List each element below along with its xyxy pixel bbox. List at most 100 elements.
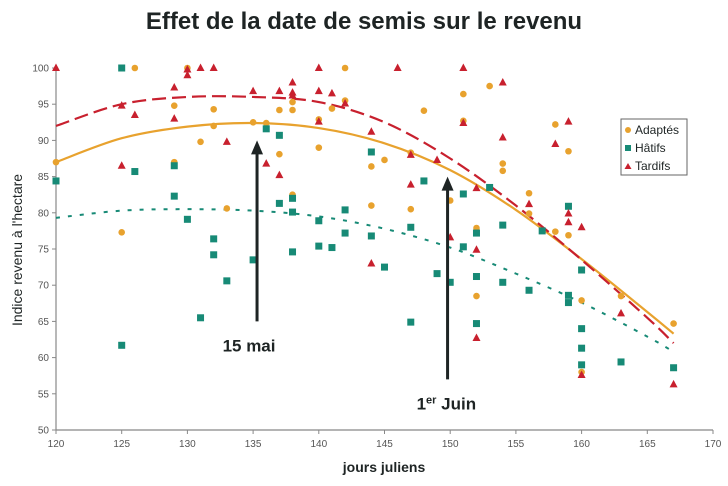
- point-hatifs: [472, 229, 480, 237]
- point-tardifs: [472, 183, 481, 192]
- point-hatifs: [407, 223, 415, 231]
- point-hatifs: [472, 320, 480, 328]
- point-hatifs: [499, 278, 507, 286]
- point-hatifs: [459, 190, 467, 198]
- point-tardifs: [577, 370, 586, 378]
- point-adaptes: [499, 160, 507, 167]
- y-tick-label: 80: [38, 208, 50, 219]
- x-tick-label: 145: [376, 439, 393, 450]
- point-hatifs: [341, 229, 349, 237]
- x-tick-label: 150: [442, 439, 459, 450]
- point-hatifs: [578, 344, 586, 352]
- point-hatifs: [289, 248, 297, 256]
- point-tardifs: [367, 258, 376, 267]
- point-adaptes: [223, 205, 231, 212]
- point-tardifs: [341, 98, 350, 107]
- point-tardifs: [472, 333, 481, 342]
- x-tick-label: 165: [639, 439, 656, 450]
- point-hatifs: [210, 251, 218, 259]
- y-tick-label: 95: [38, 100, 50, 111]
- point-adaptes: [525, 189, 533, 197]
- point-hatifs: [210, 235, 218, 243]
- point-tardifs: [262, 159, 271, 167]
- point-adaptes: [210, 122, 217, 130]
- point-adaptes: [565, 147, 572, 155]
- arrow-head-icon: [251, 140, 264, 155]
- point-hatifs: [564, 202, 572, 210]
- point-adaptes: [118, 229, 125, 236]
- point-adaptes: [486, 82, 493, 90]
- point-adaptes: [552, 121, 559, 128]
- point-tardifs: [117, 101, 126, 109]
- point-tardifs: [459, 63, 468, 71]
- annotation-15-mai: 15 mai: [223, 336, 276, 355]
- point-tardifs: [314, 63, 323, 71]
- point-tardifs: [459, 118, 468, 127]
- y-tick-label: 75: [38, 245, 50, 256]
- axes: 120 125 130 135 140 145 150 155 160 165 1705055606…: [32, 64, 721, 451]
- point-adaptes: [499, 167, 507, 175]
- point-adaptes: [276, 150, 283, 158]
- point-tardifs: [433, 155, 442, 163]
- point-adaptes: [249, 119, 257, 126]
- chart-title: Effet de la date de semis sur le revenu: [145, 8, 583, 35]
- annotation-superscript: er: [426, 394, 437, 406]
- annotations: 15 mai 1er Juin: [223, 140, 477, 413]
- point-tardifs: [564, 209, 573, 217]
- x-tick-label: 155: [508, 439, 525, 450]
- point-tardifs: [196, 63, 205, 71]
- point-tardifs: [406, 180, 415, 188]
- y-tick-label: 85: [38, 172, 50, 183]
- point-tardifs: [288, 77, 297, 86]
- trendline-tardifs: [55, 95, 675, 344]
- y-tick-label: 60: [38, 353, 50, 364]
- point-tardifs: [367, 127, 376, 135]
- point-tardifs: [525, 199, 534, 208]
- y-tick-label: 50: [38, 426, 50, 437]
- annotation-1er-juin: 1er Juin: [417, 394, 477, 413]
- point-adaptes: [289, 106, 296, 114]
- point-adaptes: [341, 64, 349, 72]
- point-adaptes: [52, 158, 60, 166]
- point-hatifs: [118, 341, 126, 349]
- point-hatifs: [670, 364, 678, 372]
- y-tick-label: 70: [38, 281, 50, 292]
- point-hatifs: [499, 221, 507, 229]
- point-tardifs: [183, 70, 192, 79]
- point-hatifs: [564, 299, 572, 307]
- x-tick-label: 170: [705, 439, 722, 450]
- point-tardifs: [564, 117, 573, 125]
- point-adaptes: [276, 106, 283, 114]
- point-hatifs: [315, 217, 323, 225]
- point-tardifs: [669, 379, 678, 388]
- point-tardifs: [170, 83, 179, 91]
- point-hatifs: [118, 64, 126, 72]
- point-tardifs: [314, 117, 323, 125]
- x-tick-label: 140: [310, 439, 327, 450]
- annotation-number: 1: [417, 394, 426, 413]
- point-tardifs: [564, 217, 573, 226]
- point-tardifs: [209, 63, 218, 71]
- point-hatifs: [275, 199, 283, 207]
- point-hatifs: [289, 194, 297, 202]
- x-tick-label: 135: [245, 439, 262, 450]
- point-adaptes: [315, 144, 323, 151]
- point-hatifs: [407, 318, 415, 326]
- point-hatifs: [472, 273, 480, 281]
- y-axis-title: Indice revenu à l'hectare: [9, 174, 25, 326]
- x-tick-label: 160: [573, 439, 590, 450]
- point-tardifs: [551, 139, 560, 148]
- point-hatifs: [52, 177, 60, 185]
- trendline-adaptes: [55, 121, 675, 335]
- point-hatifs: [578, 266, 586, 274]
- point-tardifs: [393, 63, 402, 71]
- y-tick-label: 90: [38, 136, 50, 147]
- point-hatifs: [538, 227, 546, 235]
- point-hatifs: [223, 277, 231, 285]
- point-hatifs: [275, 131, 283, 139]
- point-adaptes: [407, 205, 415, 213]
- legend-label-adaptes: Adaptés: [635, 123, 679, 137]
- point-adaptes: [210, 105, 217, 113]
- annotation-month: Juin: [436, 394, 476, 413]
- point-hatifs: [446, 278, 454, 286]
